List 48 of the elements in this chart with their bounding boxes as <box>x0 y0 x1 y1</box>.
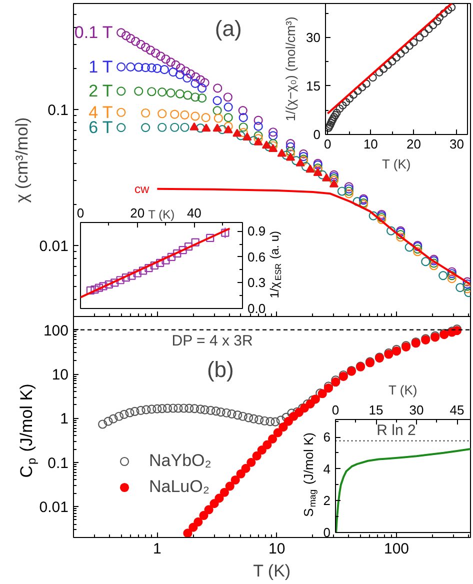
y-axis-title: Cp (J/mol K) <box>17 384 39 478</box>
x-axis-title: T (K) <box>148 208 175 222</box>
x-axis-title: T (K) <box>388 382 418 398</box>
y-tick-label: 0.1 <box>48 102 69 119</box>
x-tick-label: 0 <box>76 206 84 220</box>
legend-label: NaYbO₂ <box>149 451 212 471</box>
series-label: 1 T <box>88 57 113 76</box>
y-tick-label: 0.6 <box>248 249 266 264</box>
ref-line-label: R ln 2 <box>376 422 416 439</box>
x-tick-label: 10 <box>363 136 378 152</box>
legend-label: NaLuO₂ <box>149 477 210 497</box>
x-axis-title: T (K) <box>382 156 411 172</box>
x-tick-label: 15 <box>368 402 384 418</box>
y-tick-label: 0 <box>323 525 331 540</box>
x-tick-label: 40 <box>186 206 202 220</box>
x-tick-label: 100 <box>384 540 410 558</box>
y-tick-label: 10 <box>52 366 69 384</box>
y-axis-title: χ (cm³/mol) <box>12 117 32 203</box>
annotation: (b) <box>206 357 234 382</box>
x-tick-label: 20 <box>130 206 145 220</box>
y-axis-title: 1/χESR (a. u) <box>268 231 284 298</box>
annotation: DP = 4 x 3R <box>172 332 253 350</box>
y-tick-label: 4 <box>323 461 331 476</box>
y-tick-label: 0 <box>313 127 321 142</box>
x-tick-label: 45 <box>450 402 464 418</box>
x-tick-label: 20 <box>406 136 421 152</box>
y-tick-label: 6 <box>323 430 331 445</box>
y-tick-label: 0.9 <box>248 224 266 239</box>
series-label: 2 T <box>88 82 113 101</box>
y-tick-label: 0.01 <box>39 238 69 255</box>
y-tick-label: 0.3 <box>248 275 266 290</box>
y-tick-label: 100 <box>43 322 69 340</box>
y-tick-label: 0.0 <box>248 301 266 316</box>
y-tick-label: 2 <box>323 493 331 508</box>
series-label: 0.1 T <box>74 23 113 42</box>
y-axis-title: 1/(χ−χ₀) (mol/cm³) <box>283 16 298 122</box>
y-tick-label: 30 <box>306 30 321 45</box>
y-tick-label: 15 <box>306 78 321 94</box>
x-tick-label: 1 <box>152 540 162 558</box>
x-axis-title: T (K) <box>253 562 291 580</box>
y-tick-label: 0.01 <box>39 499 69 516</box>
y-tick-label: 0.1 <box>48 454 69 472</box>
x-tick-label: 10 <box>268 540 286 558</box>
x-tick-label: 30 <box>409 402 424 418</box>
annotation: (a) <box>214 16 242 42</box>
series-label: cw <box>134 182 150 196</box>
y-axis-title: Smag (J/mol K) <box>301 432 318 517</box>
x-tick-label: 30 <box>450 136 464 152</box>
